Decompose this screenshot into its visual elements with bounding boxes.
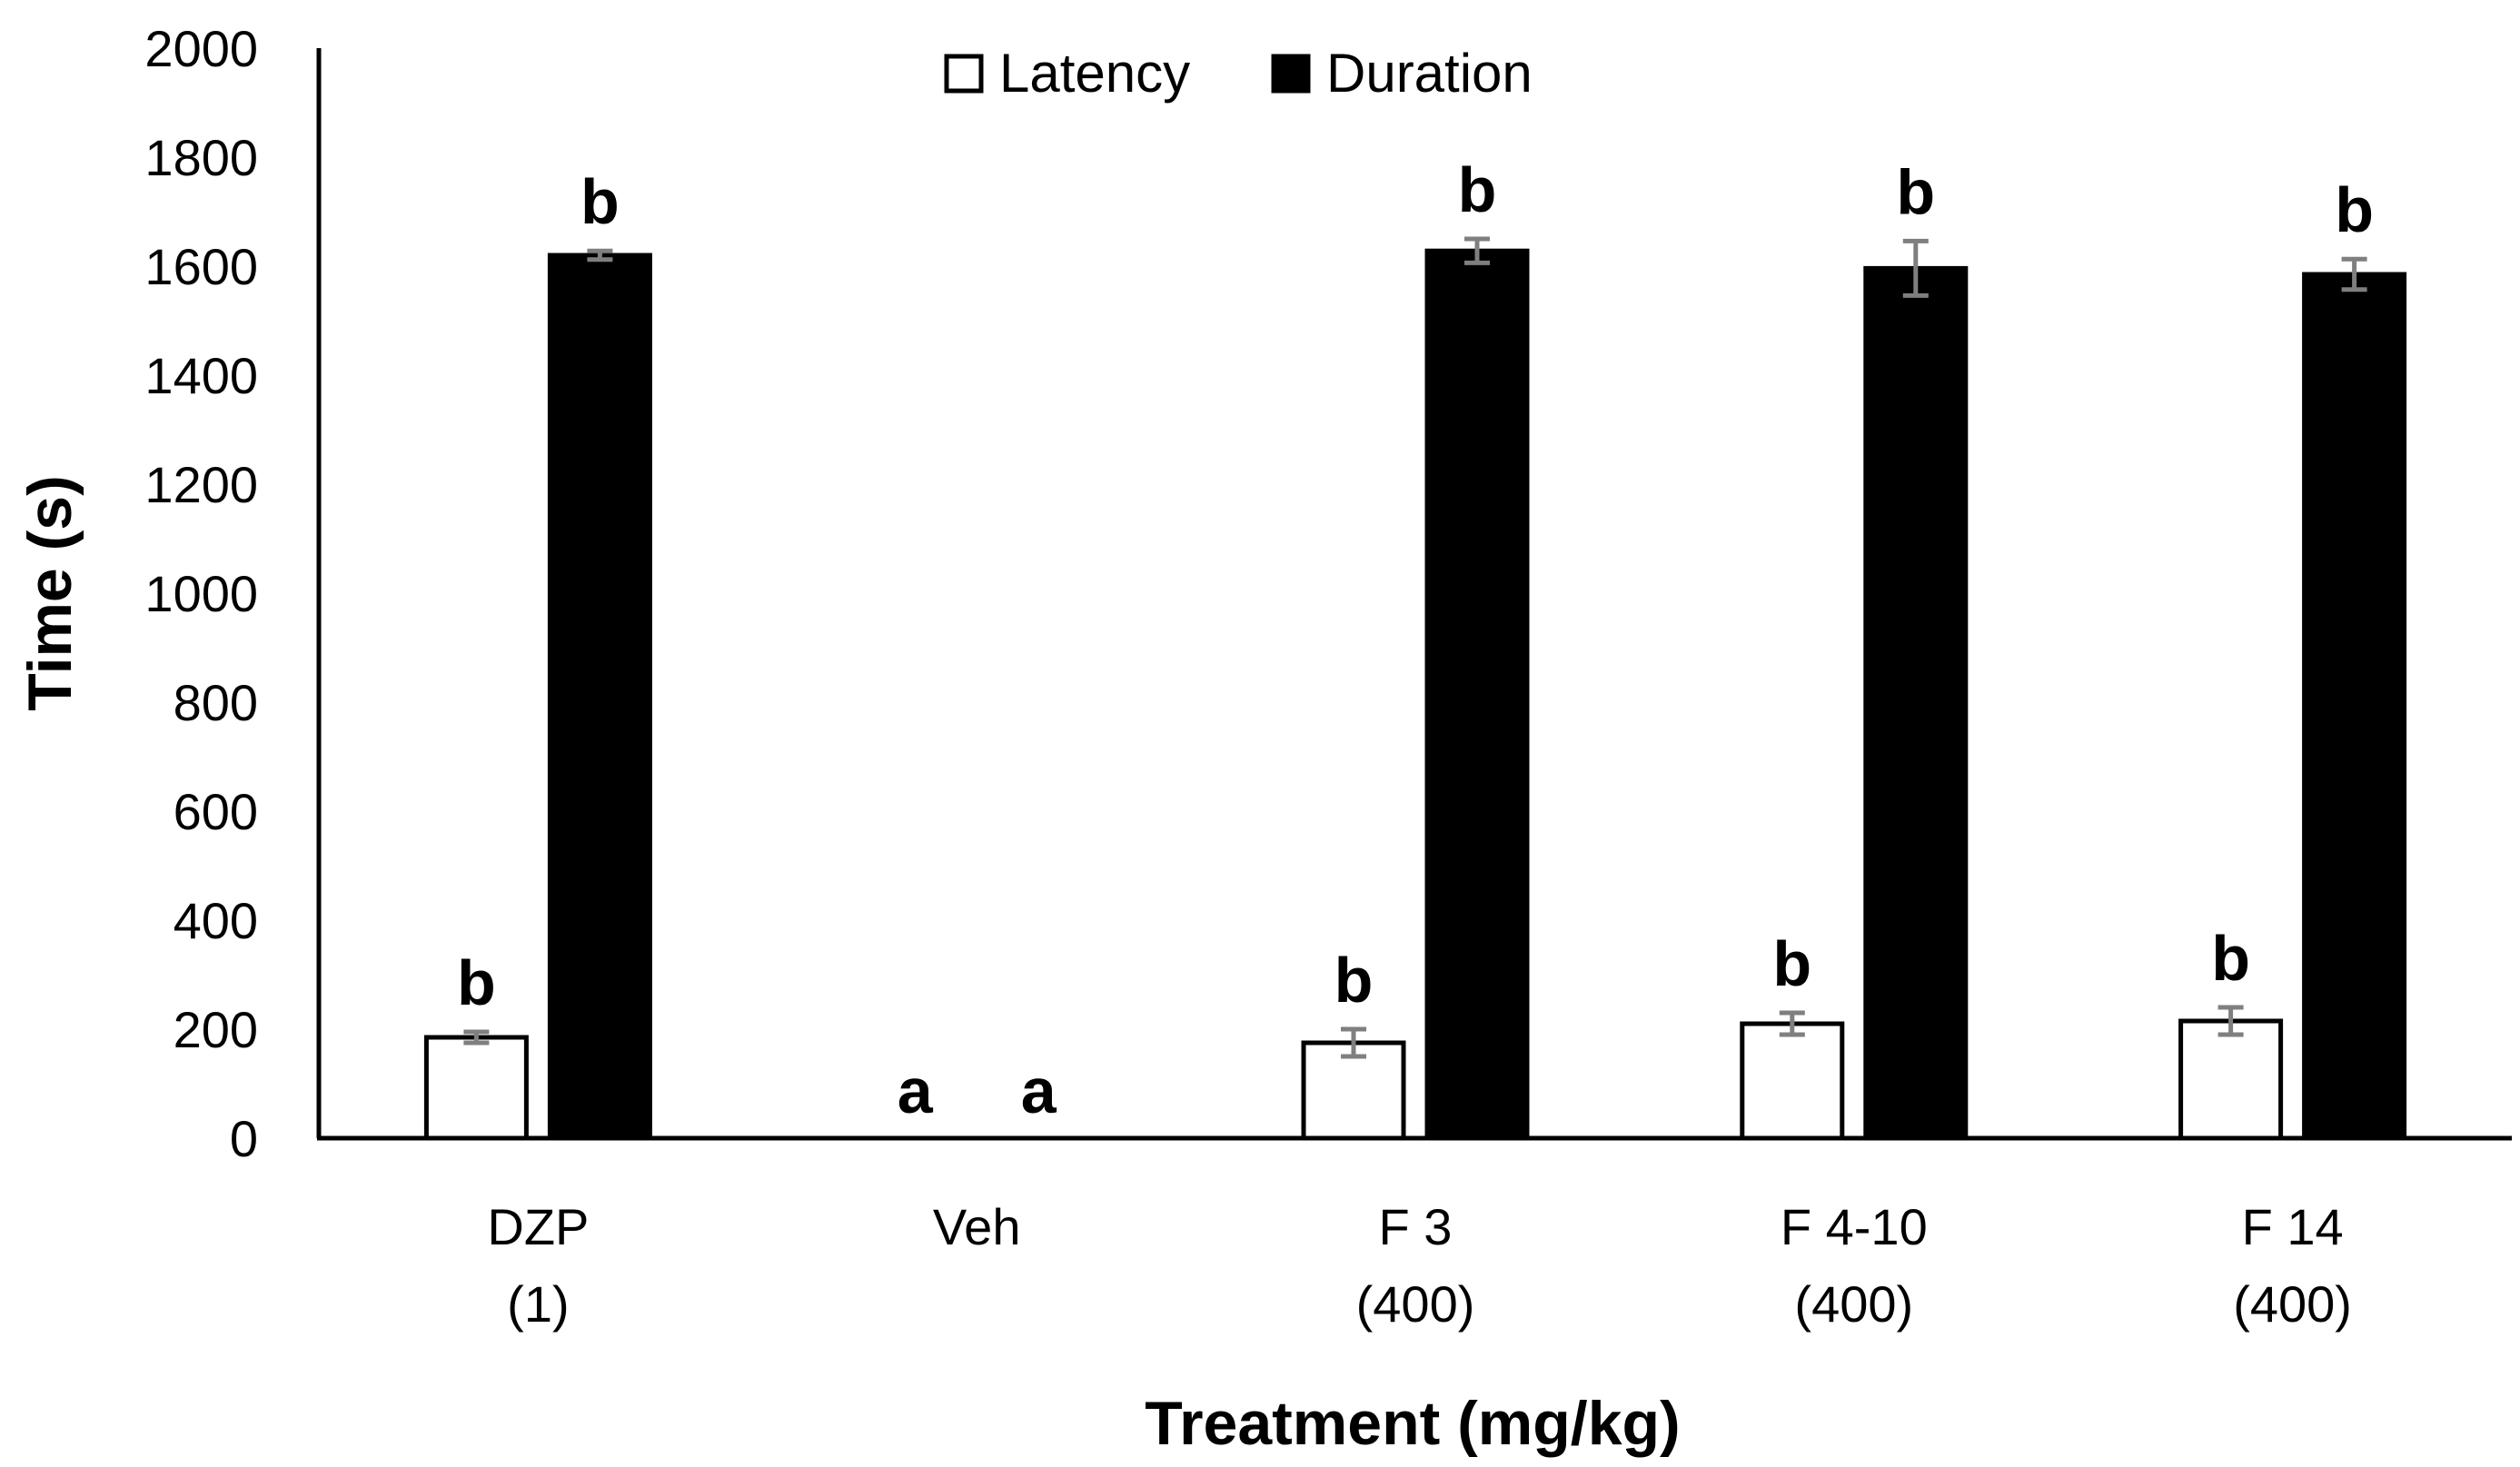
bar-latency-4 [2178,1018,2284,1141]
x-category-label: Veh [933,1198,1021,1255]
y-tick-label: 800 [174,674,258,731]
legend-swatch-duration [1271,54,1311,94]
error-bars [463,236,2367,1059]
error-bar-duration-4 [2341,256,2367,292]
error-bar-latency-0 [463,1029,490,1046]
significance-label: a [1021,1056,1057,1126]
significance-label: b [1458,154,1497,225]
error-bar-duration-3 [1902,238,1929,298]
legend: Latency Duration [944,43,1533,104]
significance-labels: b b a a b b b b b b [457,154,2374,1126]
x-category-label: DZP [487,1198,589,1255]
bar-duration-0 [547,253,652,1141]
x-category-dose-label: (400) [1794,1275,1913,1333]
legend-label-duration: Duration [1326,43,1533,104]
x-category-dose-label: (400) [1356,1275,1475,1333]
significance-label: b [1772,928,1811,999]
legend-swatch-latency [944,54,984,94]
bar-duration-4 [2302,272,2407,1141]
y-tick-label: 1800 [144,129,258,186]
y-axis-ticks: 0 200 400 600 800 1000 1200 1400 1600 1800 2000 [144,20,258,1167]
y-tick-label: 2000 [144,20,258,77]
bars [423,248,2407,1141]
significance-label: b [2211,923,2250,994]
error-bar-duration-2 [1464,236,1490,265]
x-axis-category-labels: DZP (1) Veh F 3 (400) F 4-10 (400) F 14 (400) [487,1198,2352,1333]
y-tick-label: 600 [174,783,258,840]
y-axis-title: Time (s) [15,475,84,710]
significance-label: b [1896,156,1935,227]
y-tick-label: 400 [174,892,258,949]
y-tick-label: 0 [230,1110,258,1167]
x-category-dose-label: (1) [507,1275,569,1333]
legend-label-latency: Latency [999,43,1190,104]
significance-label: b [457,947,496,1018]
y-tick-label: 200 [174,1001,258,1058]
error-bar-latency-4 [2217,1005,2244,1037]
significance-label: b [2335,174,2374,245]
x-axis-title: Treatment (mg/kg) [1145,1389,1680,1458]
significance-label: a [898,1056,934,1126]
y-tick-label: 1200 [144,456,258,513]
error-bar-duration-0 [587,248,613,263]
y-tick-label: 1000 [144,565,258,622]
x-category-label: F 14 [2242,1198,2344,1255]
error-bar-latency-3 [1779,1010,1805,1037]
bar-duration-2 [1424,248,1530,1141]
significance-label: b [1334,945,1374,1016]
bar-duration-3 [1863,265,1969,1141]
bar-latency-3 [1740,1021,1845,1141]
x-category-label: F 4-10 [1781,1198,1928,1255]
error-bar-latency-2 [1341,1026,1366,1059]
x-category-dose-label: (400) [2233,1275,2352,1333]
significance-label: b [580,166,620,237]
x-category-label: F 3 [1379,1198,1453,1255]
y-tick-label: 1400 [144,347,258,404]
bar-latency-0 [423,1035,529,1141]
y-tick-label: 1600 [144,238,258,295]
